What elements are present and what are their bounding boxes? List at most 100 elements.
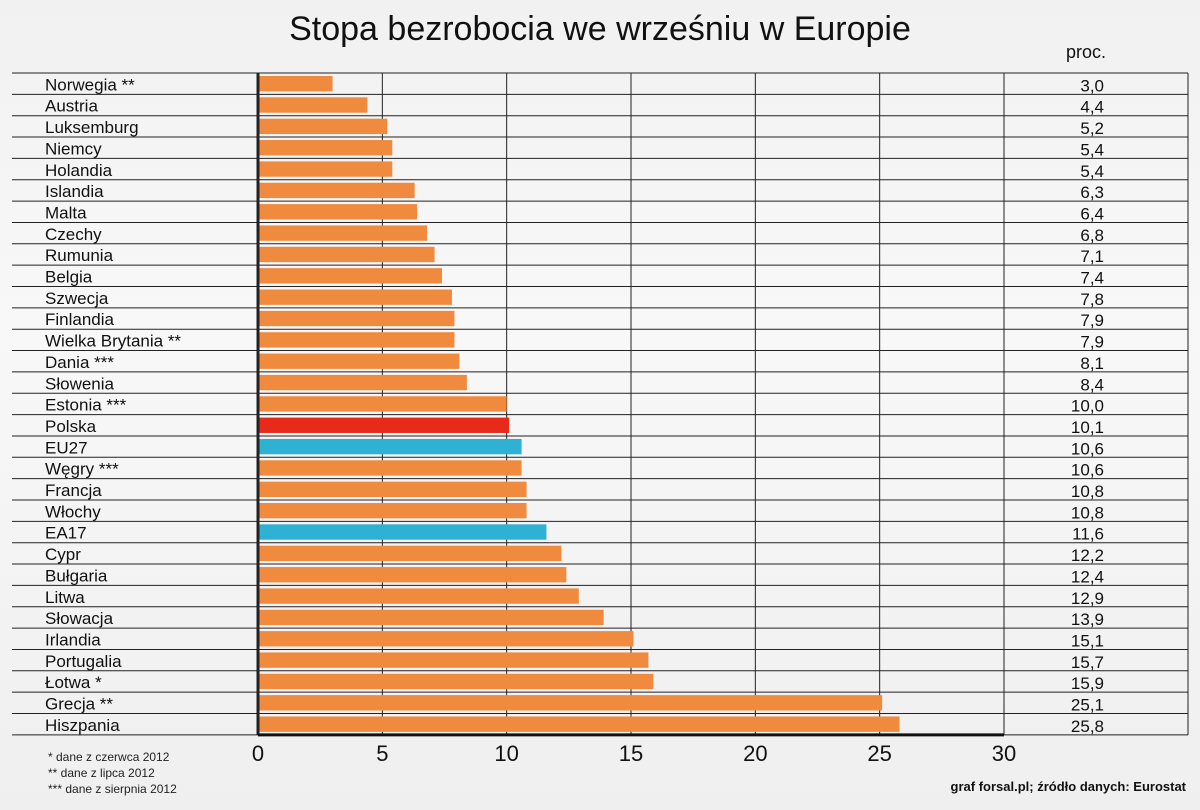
value-label: 10,1 bbox=[1071, 418, 1104, 437]
value-label: 7,9 bbox=[1080, 333, 1104, 352]
value-label: 4,4 bbox=[1080, 98, 1104, 117]
bar-irlandia bbox=[259, 631, 634, 647]
value-label: 13,9 bbox=[1071, 610, 1104, 629]
value-label: 10,0 bbox=[1071, 397, 1104, 416]
category-label: Cypr bbox=[45, 545, 81, 564]
category-label: Czechy bbox=[45, 225, 102, 244]
category-label: Belgia bbox=[45, 268, 93, 287]
value-label: 7,1 bbox=[1080, 247, 1104, 266]
value-label: 5,2 bbox=[1080, 119, 1104, 138]
bar-belgia bbox=[259, 268, 443, 284]
bar-malta bbox=[259, 204, 418, 220]
category-label: Holandia bbox=[45, 161, 113, 180]
value-label: 6,3 bbox=[1080, 183, 1104, 202]
value-label: 7,8 bbox=[1080, 290, 1104, 309]
category-label: Grecja ** bbox=[45, 695, 113, 714]
value-label: 10,8 bbox=[1071, 482, 1104, 501]
value-label: 25,8 bbox=[1071, 717, 1104, 736]
category-label: Norwegia ** bbox=[45, 75, 135, 94]
x-tick-label: 30 bbox=[992, 741, 1016, 766]
bar-słowenia bbox=[259, 374, 467, 391]
category-label: Węgry *** bbox=[45, 460, 119, 479]
bar-islandia bbox=[259, 182, 415, 199]
category-label: Malta bbox=[45, 203, 87, 222]
footnote-1: * dane z czerwca 2012 bbox=[48, 750, 170, 764]
value-label: 7,9 bbox=[1080, 311, 1104, 330]
category-label: Litwa bbox=[45, 588, 85, 607]
bar-węgry bbox=[259, 460, 522, 476]
value-label: 7,4 bbox=[1080, 269, 1104, 288]
labels-layer: Norwegia ** 3,0 Austria 4,4 Luksemburg 5,2 Nie… bbox=[45, 75, 1104, 736]
bar-ea17 bbox=[259, 524, 547, 540]
value-label: 15,7 bbox=[1071, 653, 1104, 672]
category-label: Dania *** bbox=[45, 353, 114, 372]
category-label: Portugalia bbox=[45, 652, 122, 671]
category-label: Islandia bbox=[45, 182, 104, 201]
value-label: 10,6 bbox=[1071, 461, 1104, 480]
value-label: 5,4 bbox=[1080, 162, 1104, 181]
bar-czechy bbox=[259, 225, 428, 241]
category-label: Wielka Brytania ** bbox=[45, 332, 181, 351]
bar-litwa bbox=[259, 588, 579, 604]
bar-portugalia bbox=[259, 652, 649, 668]
value-label: 6,8 bbox=[1080, 226, 1104, 245]
footnote-2: ** dane z lipca 2012 bbox=[48, 766, 155, 780]
value-label: 25,1 bbox=[1071, 696, 1104, 715]
source-note: graf forsal.pl; źródło danych: Eurostat bbox=[950, 779, 1186, 794]
category-label: Bułgaria bbox=[45, 566, 108, 585]
category-label: Słowenia bbox=[45, 374, 115, 393]
category-label: Łotwa * bbox=[45, 673, 102, 692]
bar-włochy bbox=[259, 503, 527, 519]
value-label: 12,9 bbox=[1071, 589, 1104, 608]
category-label: Hiszpania bbox=[45, 716, 120, 735]
footnotes: * dane z czerwca 2012 ** dane z lipca 20… bbox=[48, 749, 177, 797]
category-label: Francja bbox=[45, 481, 102, 500]
category-label: Estonia *** bbox=[45, 396, 127, 415]
bar-hiszpania bbox=[259, 716, 900, 732]
x-tick-label: 20 bbox=[743, 741, 767, 766]
bar-polska bbox=[259, 417, 510, 433]
value-label: 8,4 bbox=[1080, 375, 1104, 394]
axis-layer: 0 5 10 15 20 25 30 bbox=[252, 733, 1016, 766]
bar-austria bbox=[259, 97, 368, 113]
value-label: 15,9 bbox=[1071, 674, 1104, 693]
bar-słowacja bbox=[259, 609, 604, 626]
x-tick-label: 15 bbox=[619, 741, 643, 766]
category-label: EA17 bbox=[45, 524, 87, 543]
bar-dania bbox=[259, 353, 460, 369]
category-label: Irlandia bbox=[45, 630, 101, 649]
value-label: 5,4 bbox=[1080, 140, 1104, 159]
category-label: Austria bbox=[45, 97, 98, 116]
category-label: Niemcy bbox=[45, 139, 102, 158]
category-label: Włochy bbox=[45, 502, 101, 521]
bar-cypr bbox=[259, 545, 562, 562]
category-label: Szwecja bbox=[45, 289, 109, 308]
value-label: 3,0 bbox=[1080, 76, 1104, 95]
x-tick-label: 25 bbox=[867, 741, 891, 766]
x-tick-label: 0 bbox=[252, 741, 264, 766]
bar-holandia bbox=[259, 161, 393, 177]
bar-finlandia bbox=[259, 310, 455, 327]
bar-bułgaria bbox=[259, 567, 567, 583]
x-tick-label: 10 bbox=[494, 741, 518, 766]
bar-luksemburg bbox=[259, 118, 388, 135]
category-label: EU27 bbox=[45, 438, 88, 457]
value-label: 8,1 bbox=[1080, 354, 1104, 373]
category-label: Rumunia bbox=[45, 246, 114, 265]
bar-rumunia bbox=[259, 246, 435, 263]
bars-layer bbox=[259, 76, 900, 732]
bar-norwegia bbox=[259, 76, 333, 92]
category-label: Luksemburg bbox=[45, 118, 139, 137]
value-label: 6,4 bbox=[1080, 204, 1104, 223]
bar-szwecja bbox=[259, 289, 452, 305]
bar-estonia bbox=[259, 396, 507, 412]
value-label: 12,4 bbox=[1071, 567, 1104, 586]
category-label: Słowacja bbox=[45, 609, 114, 628]
value-label: 15,1 bbox=[1071, 631, 1104, 650]
bar-niemcy bbox=[259, 140, 393, 156]
grid-layer bbox=[12, 72, 1189, 736]
bar-eu27 bbox=[259, 438, 522, 455]
value-label: 10,6 bbox=[1071, 439, 1104, 458]
footnote-3: *** dane z sierpnia 2012 bbox=[48, 782, 177, 796]
